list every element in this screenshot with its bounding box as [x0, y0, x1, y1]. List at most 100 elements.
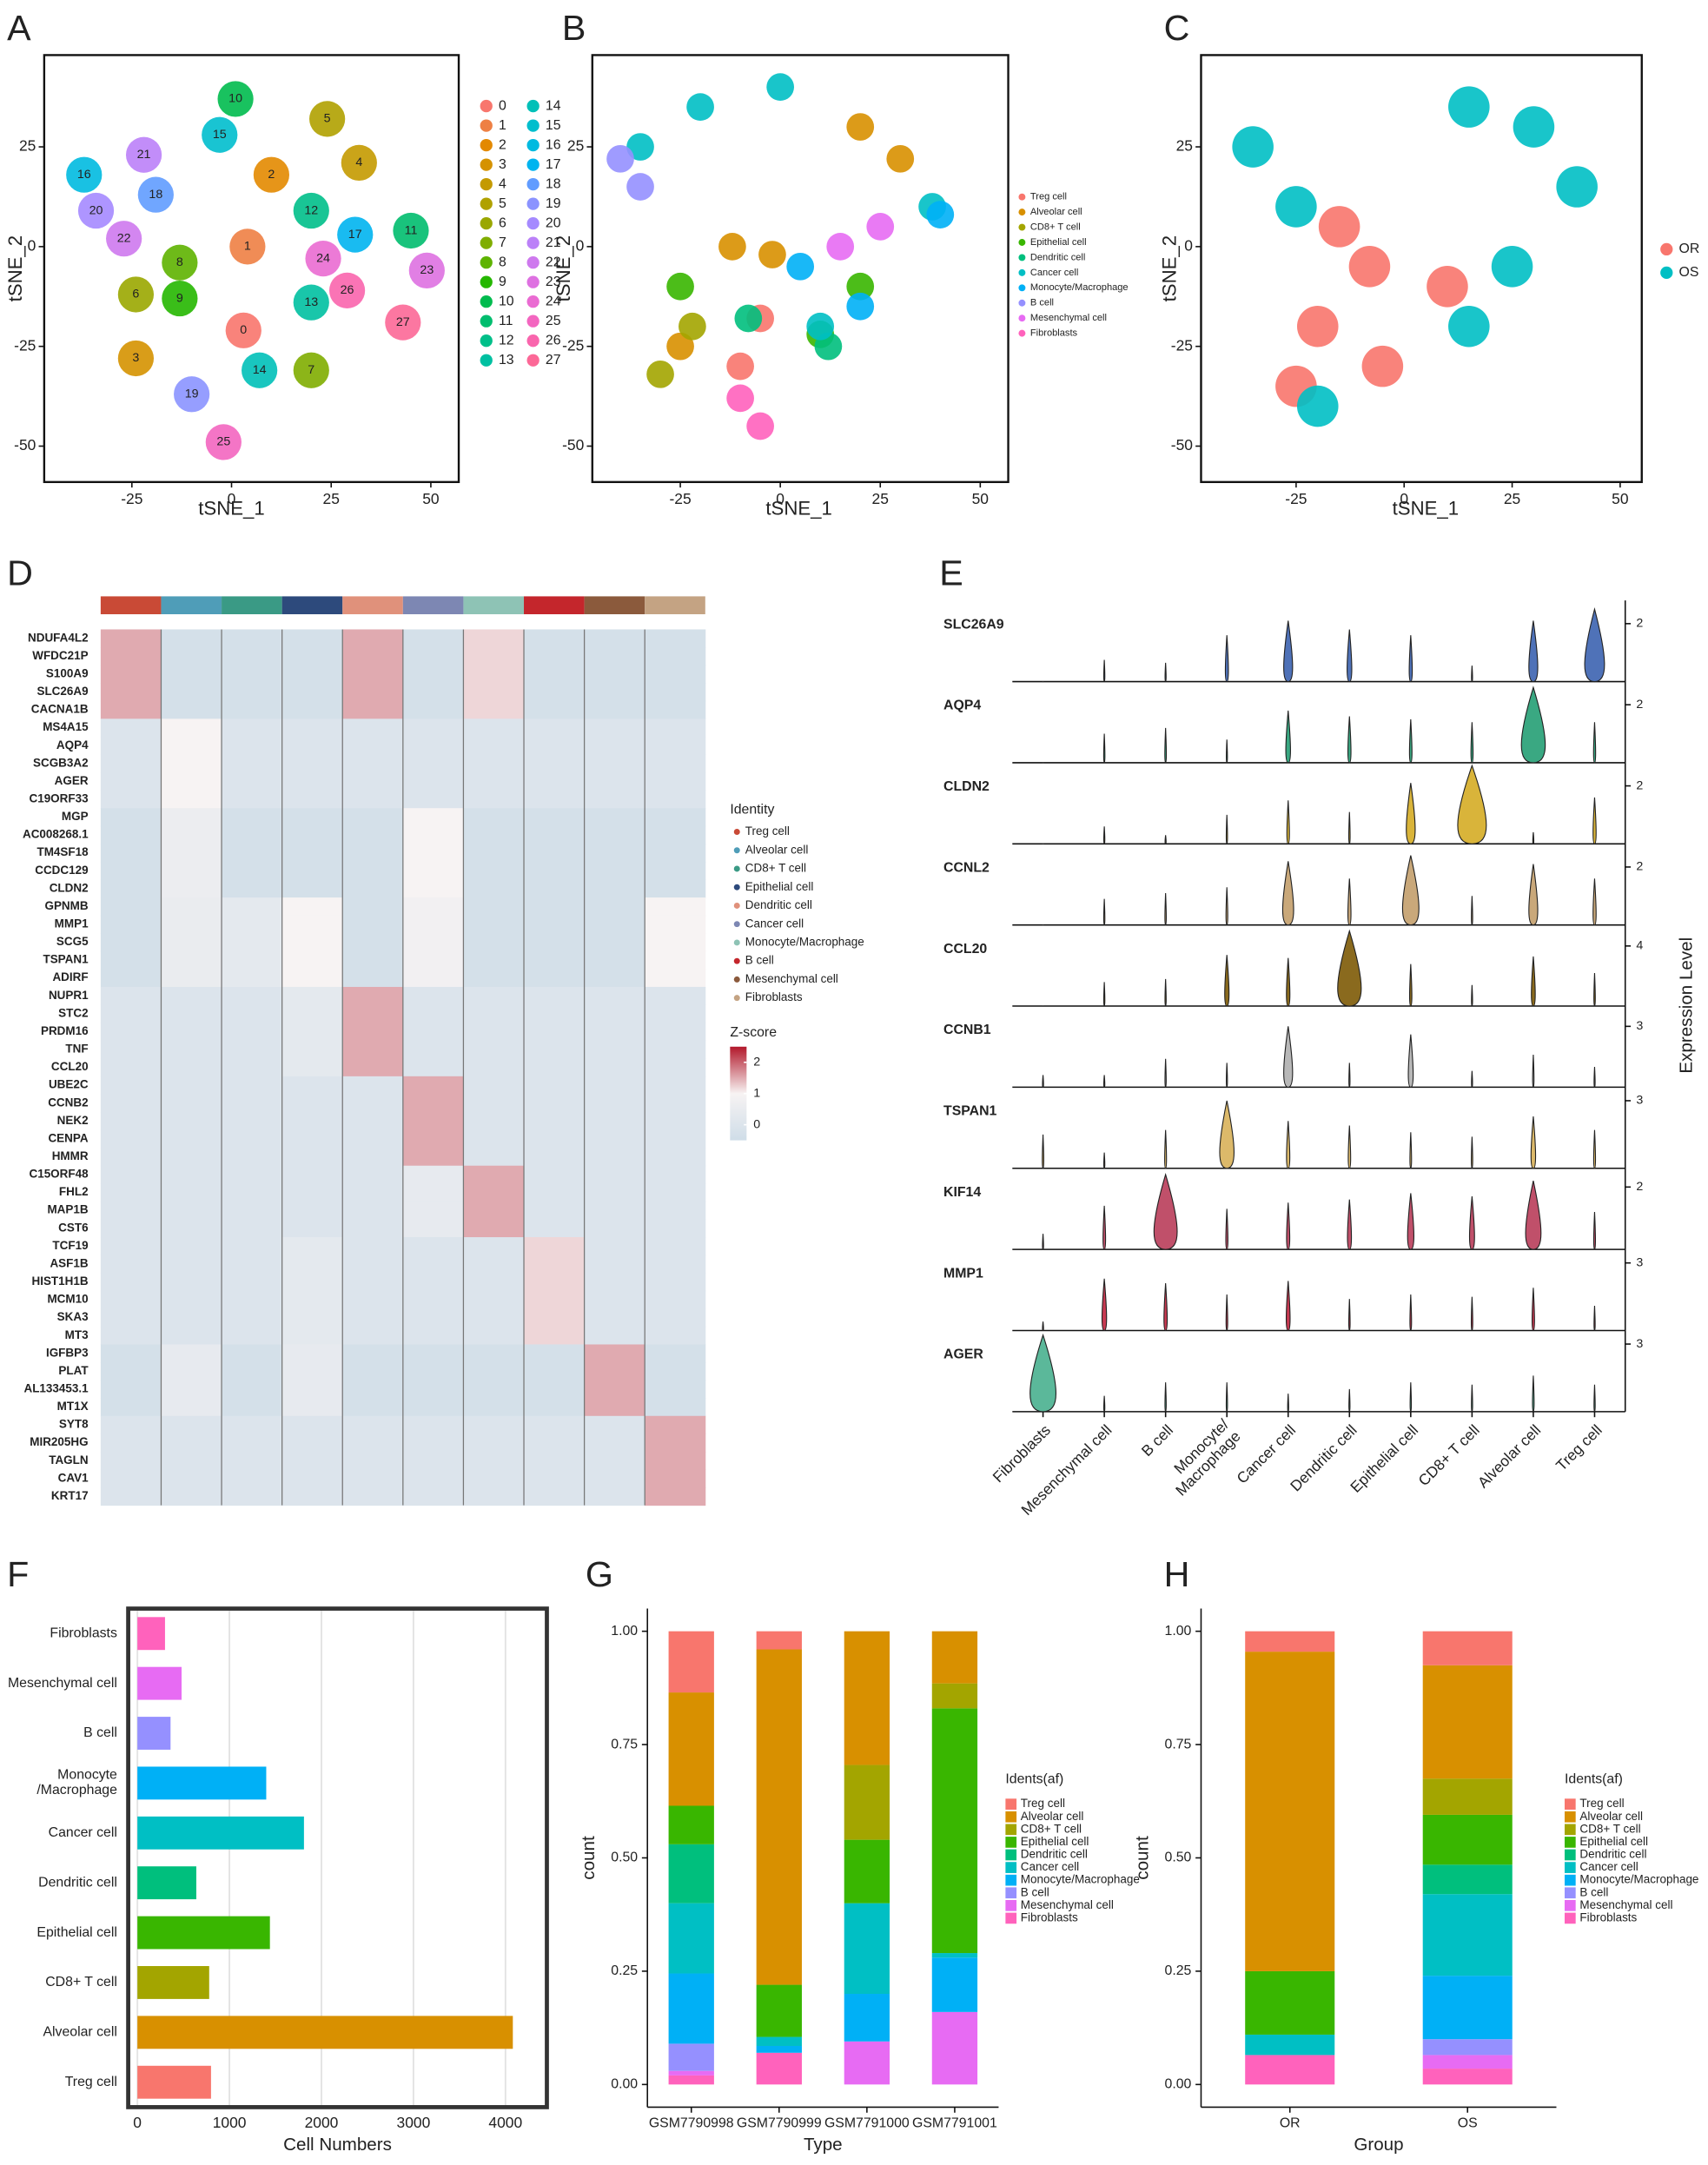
x-tick-label: 50: [1612, 490, 1629, 507]
point: [1491, 246, 1533, 288]
legend-swatch: [1005, 1849, 1017, 1861]
legend-label: CD8+ T cell: [1579, 1822, 1640, 1835]
row-label: CLDN2: [50, 881, 89, 894]
heat-cell: [645, 1451, 706, 1470]
heat-cell: [281, 1344, 343, 1363]
point-label: 11: [405, 223, 418, 237]
bar-segment: [844, 1764, 890, 1840]
heat-cell: [161, 897, 222, 917]
heat-cell: [645, 1273, 706, 1292]
heat-cell: [463, 1398, 525, 1417]
x-tick-label: 50: [972, 490, 990, 507]
heat-cell: [584, 718, 645, 738]
heat-cell: [402, 1451, 464, 1470]
heat-cell: [584, 790, 645, 809]
heat-cell: [100, 1326, 162, 1345]
point: [253, 156, 290, 193]
heat-cell: [342, 1058, 404, 1077]
row-label: NUPR1: [49, 989, 89, 1002]
heat-cell: [524, 1219, 586, 1238]
heat-cell: [463, 665, 525, 684]
legend-title: Idents(af): [1565, 1771, 1623, 1786]
legend-label: Epithelial cell: [745, 880, 814, 893]
point: [162, 244, 198, 281]
heat-cell: [161, 915, 222, 934]
bar: [137, 2065, 211, 2099]
heat-cell: [100, 1290, 162, 1309]
row-label: CCNB1: [943, 1023, 991, 1037]
legend-marker: [526, 158, 540, 171]
heat-cell: [645, 790, 706, 809]
violin: [1348, 1063, 1351, 1088]
point: [106, 221, 142, 257]
heat-cell: [342, 844, 404, 863]
heat-cell: [584, 1201, 645, 1220]
heat-cell: [100, 1433, 162, 1453]
heat-cell: [342, 665, 404, 684]
y-tick-label: 0.00: [1165, 2077, 1192, 2092]
point: [341, 144, 377, 182]
violin: [1225, 887, 1228, 926]
point: [293, 192, 329, 229]
heat-cell: [584, 1469, 645, 1488]
legend-label: 1: [499, 118, 506, 133]
point: [162, 280, 198, 317]
violin: [1042, 1134, 1044, 1169]
heat-cell: [402, 790, 464, 809]
y-axis-label: tSNE_2: [4, 235, 26, 301]
heat-cell: [645, 1487, 706, 1506]
annotation-bar: [281, 596, 343, 615]
heat-cell: [161, 933, 222, 952]
legend-marker: [1018, 314, 1026, 322]
heat-cell: [645, 1004, 706, 1023]
x-tick-label: 25: [872, 490, 889, 507]
bar-segment: [756, 2045, 802, 2053]
legend-label: 25: [546, 314, 561, 328]
panel-letter: A: [7, 8, 31, 48]
heat-cell: [584, 1344, 645, 1363]
heat-cell: [524, 1094, 586, 1113]
heat-cell: [100, 897, 162, 917]
heat-cell: [100, 1112, 162, 1131]
heat-cell: [100, 1076, 162, 1095]
bar-segment: [844, 1903, 890, 1994]
heat-cell: [161, 1487, 222, 1506]
heat-cell: [584, 683, 645, 702]
y-tick-label: B cell: [83, 1725, 117, 1740]
heat-cell: [100, 1058, 162, 1077]
violin: [1470, 722, 1474, 764]
heat-cell: [584, 647, 645, 666]
point-label: 20: [89, 203, 103, 217]
point-label: 1: [244, 240, 251, 254]
heat-cell: [222, 1308, 283, 1327]
heat-cell: [222, 1451, 283, 1470]
y-tick-label: 1.00: [611, 1624, 638, 1639]
y-tick-label: 3: [1636, 1255, 1643, 1269]
panel-letter: F: [7, 1554, 29, 1594]
heat-cell: [524, 861, 586, 880]
violin: [1347, 1199, 1353, 1250]
heat-cell: [402, 683, 464, 702]
row-label: CCDC129: [35, 864, 88, 877]
heat-cell: [281, 718, 343, 738]
legend-swatch: [1564, 1912, 1576, 1924]
point-label: 19: [185, 387, 199, 401]
heat-cell: [342, 1201, 404, 1220]
legend-label: 18: [546, 176, 561, 191]
heat-cell: [161, 1148, 222, 1167]
heat-cell: [402, 1023, 464, 1042]
heat-cell: [222, 950, 283, 970]
violin: [1408, 635, 1413, 683]
legend-swatch: [1564, 1887, 1576, 1899]
heat-cell: [463, 1326, 525, 1345]
heat-cell: [645, 969, 706, 988]
violin: [1457, 764, 1487, 844]
x-tick-label: B cell: [1138, 1421, 1176, 1460]
heat-cell: [584, 1165, 645, 1184]
heat-cell: [161, 1112, 222, 1131]
heat-cell: [281, 1004, 343, 1023]
heat-cell: [402, 629, 464, 648]
x-tick-label: 3000: [397, 2114, 431, 2131]
legend-label: Mesenchymal cell: [745, 972, 838, 985]
heat-cell: [402, 1058, 464, 1077]
